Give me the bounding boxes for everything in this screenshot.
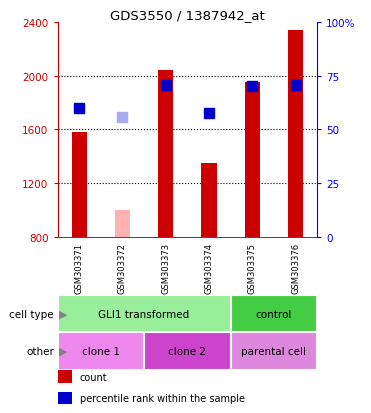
Text: clone 1: clone 1 [82, 346, 120, 356]
Text: clone 2: clone 2 [168, 346, 206, 356]
Text: GSM303373: GSM303373 [161, 242, 170, 293]
Text: parental cell: parental cell [242, 346, 306, 356]
Text: ▶: ▶ [59, 346, 68, 356]
Bar [144, 332, 231, 370]
Text: count: count [80, 372, 107, 382]
Text: GSM303376: GSM303376 [291, 242, 300, 293]
Point [293, 83, 299, 89]
Text: other: other [26, 346, 54, 356]
Bar [72, 133, 87, 237]
Text: control: control [256, 309, 292, 319]
Text: GSM303374: GSM303374 [204, 242, 213, 293]
Text: GSM303375: GSM303375 [248, 242, 257, 293]
Point [119, 115, 125, 121]
Bar [115, 211, 130, 237]
Bar [201, 164, 217, 237]
Point [76, 105, 82, 112]
Bar [288, 31, 303, 237]
Title: GDS3550 / 1387942_at: GDS3550 / 1387942_at [110, 9, 265, 21]
Point [206, 111, 212, 117]
Bar [58, 295, 231, 332]
Text: cell type: cell type [9, 309, 54, 319]
Point [249, 84, 255, 90]
Text: GSM303372: GSM303372 [118, 242, 127, 293]
Text: ▶: ▶ [59, 309, 68, 319]
Bar [231, 332, 317, 370]
Bar [58, 332, 144, 370]
Bar [231, 295, 317, 332]
Point [163, 83, 169, 89]
Bar [245, 83, 260, 237]
Text: GLI1 transformed: GLI1 transformed [98, 309, 190, 319]
Text: percentile rank within the sample: percentile rank within the sample [80, 393, 245, 403]
Bar [158, 71, 173, 237]
Text: GSM303371: GSM303371 [75, 242, 83, 293]
